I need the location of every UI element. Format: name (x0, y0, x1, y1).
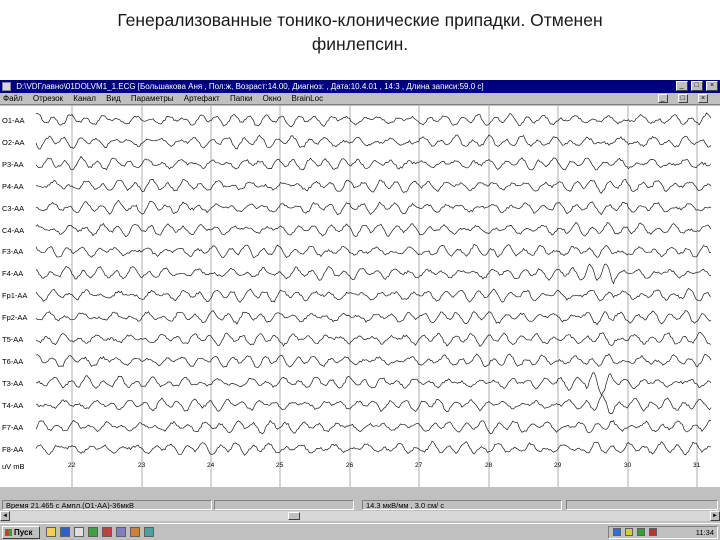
channel-label[interactable]: Fp1-AA (2, 291, 28, 301)
menu-folders[interactable]: Папки (229, 94, 253, 103)
start-button[interactable]: Пуск (2, 526, 40, 539)
time-tick-label: 28 (485, 462, 493, 469)
channel-label[interactable]: T5-AA (2, 335, 24, 344)
eeg-app-window: D:\VDГлавно\01DOLVM1_1.ECG [Большакова А… (0, 80, 720, 540)
desktop-icon[interactable] (74, 527, 84, 537)
scroll-thumb[interactable] (288, 512, 300, 520)
eeg-trace (35, 199, 712, 216)
app-shortcut-icon-3[interactable] (116, 527, 126, 537)
system-tray: 11:34 (608, 526, 718, 539)
minimize-button[interactable]: _ (675, 81, 688, 91)
time-tick-label: 30 (624, 462, 632, 469)
close-button[interactable]: × (706, 81, 718, 91)
eeg-trace (35, 155, 712, 171)
status-empty-field-2 (566, 500, 718, 510)
eeg-trace (35, 112, 712, 128)
time-tick-label: 31 (693, 462, 701, 469)
menu-parameters[interactable]: Параметры (130, 94, 174, 103)
time-tick-label: 24 (207, 462, 215, 469)
channel-label[interactable]: T6-AA (2, 356, 24, 366)
channel-label[interactable]: O2-AA (2, 137, 25, 147)
menu-artifact[interactable]: Артефакт (183, 94, 220, 103)
slide-title-line1: Генерализованные тонико-клонические прип… (117, 10, 603, 30)
status-empty-field (214, 500, 354, 510)
eeg-trace (35, 353, 712, 368)
channel-label[interactable]: C3-AA (2, 203, 25, 213)
menu-file[interactable]: Файл (3, 94, 23, 103)
eeg-plot-area[interactable]: O1-AA O2-AA P3-AA P4-AA C3-AA C4-AA F3-AA F4-AA… (0, 106, 720, 487)
channel-label[interactable]: O1-AA (2, 116, 25, 125)
eeg-trace (35, 288, 712, 303)
menu-brainloc[interactable]: BrainLoc (291, 94, 324, 103)
eeg-trace (35, 440, 712, 456)
scroll-right-icon[interactable]: ► (710, 511, 720, 521)
maximize-button[interactable]: □ (690, 81, 703, 91)
time-tick-label: 29 (554, 462, 562, 469)
channel-label[interactable]: Fp2-AA (2, 313, 28, 323)
channel-label[interactable]: F4-AA (2, 269, 24, 279)
amplitude-unit-label: uV mB (2, 462, 25, 471)
eeg-trace (35, 243, 712, 259)
eeg-trace (35, 372, 712, 397)
time-tick-label: 27 (415, 462, 423, 469)
app-icon[interactable] (2, 82, 11, 91)
cursor-readout: Время 21.465 с Ампл.(O1-AA)-36мкВ (2, 500, 212, 510)
menu-channel[interactable]: Канал (73, 94, 96, 103)
doc-close-button[interactable]: × (698, 94, 708, 103)
eeg-traces (35, 106, 712, 487)
horizontal-scrollbar[interactable]: ◄ ► (0, 511, 720, 521)
doc-minimize-button[interactable]: _ (657, 94, 668, 103)
channel-label[interactable]: T3-AA (2, 378, 24, 388)
menu-view[interactable]: Вид (106, 94, 121, 103)
time-tick-label: 22 (68, 462, 76, 469)
time-tick-label: 26 (346, 462, 354, 469)
eeg-trace (35, 222, 712, 238)
channel-label[interactable]: T4-AA (2, 400, 24, 410)
menu-bar: Файл Отрезок Канал Вид Параметры Артефак… (0, 93, 720, 105)
eeg-trace (35, 395, 712, 415)
eeg-trace (35, 134, 712, 150)
app-shortcut-icon-4[interactable] (130, 527, 140, 537)
eeg-trace (35, 178, 712, 194)
tray-icon[interactable] (613, 528, 621, 536)
eeg-trace (35, 331, 712, 347)
channel-label[interactable]: F8-AA (2, 444, 24, 454)
channel-label[interactable]: F7-AA (2, 422, 24, 432)
channel-label[interactable]: F3-AA (2, 247, 24, 257)
clock: 11:34 (695, 528, 714, 537)
menu-window[interactable]: Окно (262, 94, 282, 103)
app-shortcut-icon-5[interactable] (144, 527, 154, 537)
scroll-left-icon[interactable]: ◄ (0, 511, 10, 521)
eeg-trace (35, 310, 712, 326)
channel-label[interactable]: P3-AA (2, 159, 24, 169)
channel-label[interactable]: C4-AA (2, 225, 25, 235)
app-shortcut-icon-2[interactable] (102, 527, 112, 537)
status-bar: Время 21.465 с Ампл.(O1-AA)-36мкВ 14.3 м… (0, 499, 720, 511)
slide-title-line2: финлепсин. (311, 34, 409, 54)
time-tick-label: 25 (276, 462, 284, 469)
eeg-trace (35, 419, 712, 435)
app-shortcut-icon[interactable] (88, 527, 98, 537)
tray-icon-3[interactable] (637, 528, 645, 536)
menu-segment[interactable]: Отрезок (32, 94, 64, 103)
tray-icon-4[interactable] (649, 528, 657, 536)
doc-maximize-button[interactable]: □ (677, 94, 688, 103)
window-titlebar[interactable]: D:\VDГлавно\01DOLVM1_1.ECG [Большакова А… (0, 80, 720, 93)
scale-readout: 14.3 мкВ/мм , 3.0 см/ с (362, 500, 562, 510)
window-title: D:\VDГлавно\01DOLVM1_1.ECG [Большакова А… (16, 82, 484, 91)
channel-label[interactable]: P4-AA (2, 181, 24, 191)
taskbar: Пуск 11:34 (0, 523, 720, 540)
slide-title: Генерализованные тонико-клонические прип… (40, 8, 680, 56)
time-tick-label: 23 (138, 462, 146, 469)
browser-icon[interactable] (60, 527, 70, 537)
folder-icon[interactable] (46, 527, 56, 537)
tray-icon-2[interactable] (625, 528, 633, 536)
eeg-trace (35, 263, 712, 285)
